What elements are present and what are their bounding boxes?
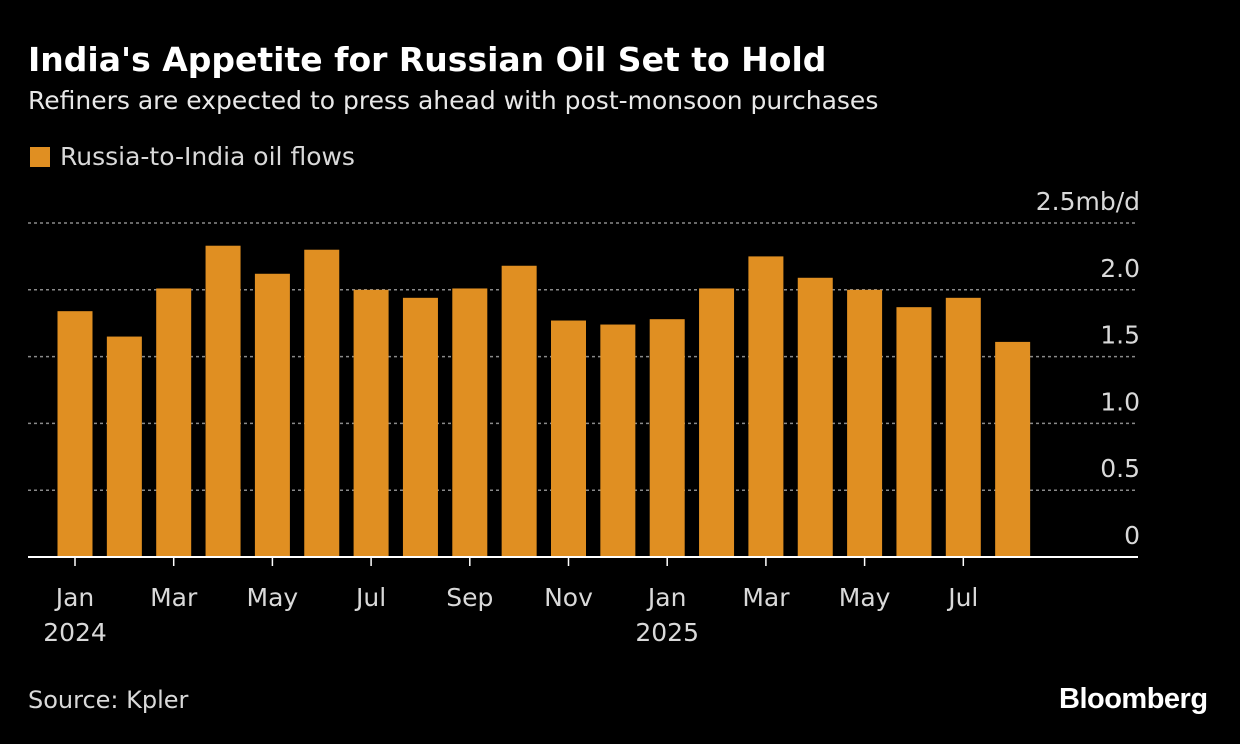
- bloomberg-logo: Bloomberg: [1059, 683, 1208, 715]
- bar: [797, 277, 833, 557]
- legend-label: Russia-to-India oil flows: [60, 142, 355, 171]
- bar: [847, 289, 883, 557]
- y-tick-label: 2.0: [1100, 254, 1140, 283]
- bar: [452, 288, 488, 557]
- bar: [254, 273, 290, 557]
- y-tick-label: 1.5: [1100, 321, 1140, 350]
- x-tick-label: Jan: [54, 583, 95, 612]
- bar: [699, 288, 735, 557]
- x-tick-label: Sep: [446, 583, 493, 612]
- x-tick-label: Jan: [646, 583, 687, 612]
- bar: [402, 297, 438, 557]
- x-tick-year-label: 2025: [635, 618, 699, 647]
- bar: [551, 320, 586, 557]
- chart-subtitle: Refiners are expected to press ahead wit…: [28, 86, 879, 115]
- legend: Russia-to-India oil flows: [30, 142, 355, 171]
- bar: [304, 249, 340, 557]
- bar: [649, 319, 685, 557]
- y-tick-label: 0.5: [1100, 454, 1140, 483]
- bar: [501, 265, 537, 557]
- x-tick-label: Jul: [354, 583, 386, 612]
- y-tick-label: 2.5mb/d: [1036, 187, 1140, 216]
- bar: [896, 307, 932, 557]
- source-note: Source: Kpler: [28, 686, 189, 714]
- bar: [600, 324, 636, 557]
- x-tick-label: May: [247, 583, 299, 612]
- bar: [106, 336, 142, 557]
- bar: [945, 297, 981, 557]
- x-tick-label: Nov: [544, 583, 593, 612]
- bar: [995, 341, 1031, 557]
- bar: [205, 245, 241, 557]
- y-tick-label: 0: [1124, 521, 1140, 550]
- bar: [156, 288, 192, 557]
- bar: [57, 311, 93, 557]
- chart-title: India's Appetite for Russian Oil Set to …: [28, 40, 827, 79]
- x-tick-label: Jul: [946, 583, 978, 612]
- legend-swatch: [30, 146, 50, 167]
- bar: [353, 289, 389, 557]
- x-tick-label: May: [839, 583, 891, 612]
- x-tick-label: Mar: [742, 583, 790, 612]
- x-tick-year-label: 2024: [43, 618, 107, 647]
- y-tick-label: 1.0: [1100, 387, 1140, 416]
- bar: [748, 256, 784, 557]
- x-tick-label: Mar: [150, 583, 198, 612]
